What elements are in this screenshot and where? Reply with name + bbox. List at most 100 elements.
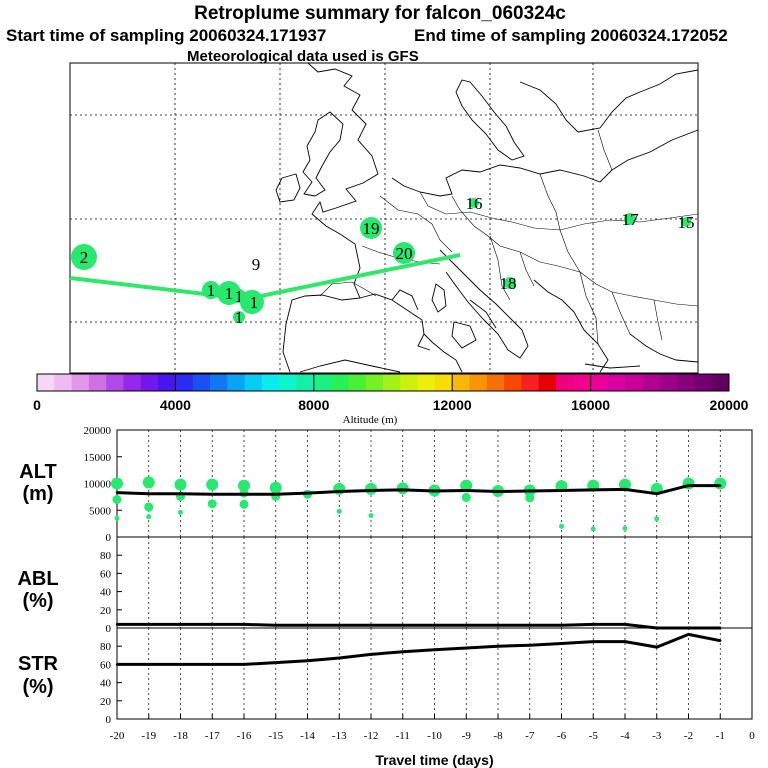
colorbar-swatch (244, 374, 263, 391)
data-point (528, 489, 531, 493)
cluster-altitude-dot (368, 513, 374, 519)
data-point (306, 659, 309, 662)
colorbar-swatch (313, 374, 332, 391)
panel-unit-label: (%) (22, 590, 53, 612)
data-point (179, 663, 182, 666)
data-point (179, 623, 182, 626)
colorbar-swatch (37, 374, 55, 391)
data-point (369, 624, 373, 627)
panel-alt: 0 5000 10000 15000 20000 ALT(m) (19, 425, 753, 544)
colorbar-swatch (140, 374, 159, 391)
cluster-altitude-dot (238, 479, 250, 492)
cluster-dot (624, 213, 636, 225)
colorbar-swatch (296, 374, 315, 391)
colorbar-swatch (123, 374, 142, 391)
x-tick-label: -6 (557, 730, 567, 742)
data-point (369, 653, 373, 656)
colorbar-swatch (365, 374, 384, 391)
colorbar-swatch (261, 374, 280, 391)
colorbar-swatch (434, 374, 453, 391)
colorbar-swatch (417, 374, 436, 391)
x-tick-label: -20 (110, 730, 125, 742)
colorbar-swatch (469, 374, 488, 391)
cluster-label: 17 (622, 210, 640, 229)
series-line (117, 632, 721, 666)
cluster-altitude-dot (365, 482, 377, 495)
data-point (560, 642, 563, 645)
data-point (465, 624, 468, 627)
data-point (179, 492, 182, 495)
data-point (401, 650, 404, 653)
y-tick-label: 5000 (89, 505, 112, 517)
cluster-altitude-dot (178, 509, 183, 515)
colorbar-swatch (400, 374, 418, 391)
cluster-label: 9 (252, 255, 261, 274)
cluster-label: 2 (80, 248, 89, 267)
panel-abl: 0 20 40 60 80 ABL(%) (17, 536, 753, 635)
colorbar-swatch (348, 374, 367, 391)
cluster-dot (393, 242, 415, 264)
data-point (433, 624, 436, 627)
data-point (211, 493, 214, 496)
colorbar-swatch (711, 374, 730, 391)
cluster-dot (202, 281, 220, 299)
data-point (211, 623, 214, 626)
y-tick-label: 15000 (84, 452, 112, 464)
data-point (242, 493, 246, 496)
data-point (115, 663, 119, 666)
data-point (623, 640, 627, 643)
data-point (560, 489, 563, 492)
x-tick-label: -16 (237, 730, 252, 742)
y-tick-label: 0 (106, 623, 112, 635)
colorbar-swatch (677, 374, 695, 391)
y-tick-label: 80 (100, 641, 112, 653)
map-frame (69, 62, 699, 374)
data-point (592, 623, 595, 626)
y-tick-label: 40 (100, 678, 112, 690)
cluster-label: 1 (207, 281, 216, 300)
cluster-altitude-dot (654, 516, 660, 522)
x-tick-label: -19 (141, 730, 156, 742)
coastlines (275, 62, 699, 373)
data-point (115, 491, 119, 494)
data-point (242, 623, 246, 626)
x-tick-label: -10 (427, 730, 442, 742)
x-tick-label: -8 (493, 730, 503, 742)
colorbar-swatch (71, 374, 90, 391)
x-axis-label: Travel time (days) (375, 752, 493, 768)
y-tick-label: 20 (100, 696, 112, 708)
y-tick-label: 0 (106, 714, 112, 726)
sampling-start: Start time of sampling 20060324.171937 (6, 26, 326, 45)
colorbar-swatch (227, 374, 245, 391)
y-tick-label: 20000 (84, 425, 112, 437)
y-tick-label: 40 (100, 587, 112, 599)
cluster-dot (681, 217, 691, 227)
cluster-label: 1 (235, 287, 244, 306)
cluster-altitude-dot (174, 478, 187, 491)
cluster-altitude-dot (144, 502, 154, 512)
data-point (719, 639, 722, 642)
data-point (401, 624, 404, 627)
colorbar-swatch (331, 374, 349, 391)
cluster-label: 19 (363, 219, 380, 238)
colorbar-tick-label: 8000 (298, 397, 329, 413)
colorbar-swatch (607, 374, 626, 391)
data-point (274, 493, 277, 496)
met-data-note: Meteorological data used is GFS (187, 48, 419, 65)
cluster-label: 20 (396, 244, 413, 263)
figure-title: Retroplume summary for falcon_060324c (194, 3, 566, 24)
data-point (306, 491, 309, 495)
colorbar-swatch (383, 374, 401, 391)
data-point (496, 624, 500, 627)
cluster-label: 1 (225, 284, 234, 303)
cluster-dot (233, 311, 245, 323)
cluster-altitude-dot (714, 477, 727, 490)
cluster-dot (360, 217, 382, 239)
data-point (465, 646, 468, 650)
panel-unit-label: (m) (22, 483, 53, 505)
data-point (433, 489, 436, 493)
colorbar-swatch (54, 374, 72, 391)
